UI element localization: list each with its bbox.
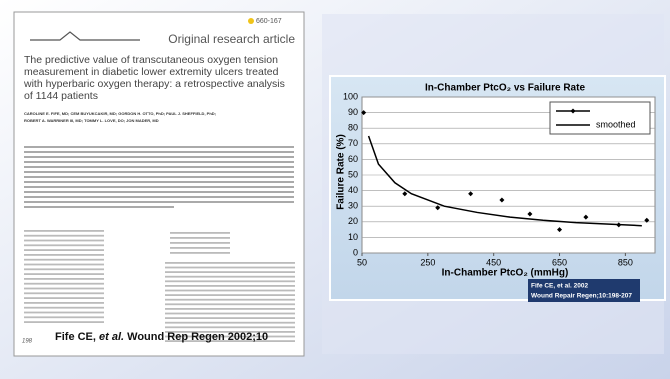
section: Original research article: [168, 32, 295, 46]
text-line: [165, 299, 295, 301]
paper-authors-line: ROBERT A. WARRINER III, MD; TOMMY L. LOV…: [24, 118, 159, 123]
text-line: [24, 316, 104, 318]
text-line: [24, 268, 104, 270]
text-line: [24, 146, 294, 148]
text-line: [24, 151, 294, 153]
paper-title-line: measurement in diabetic lower extremity …: [24, 66, 279, 78]
y-tick-label: 30: [348, 201, 358, 211]
text-line: [24, 230, 104, 232]
y-tick-label: 20: [348, 216, 358, 226]
text-line: [24, 166, 294, 168]
text-line: [24, 259, 104, 261]
page-code: 660-167: [256, 18, 282, 25]
text-line: [24, 196, 294, 198]
text-line: [165, 290, 295, 292]
text-line: [165, 271, 295, 273]
text-line: [165, 313, 295, 315]
text-line: [24, 206, 174, 208]
caption-part: et al.: [99, 331, 124, 343]
text-line: [24, 181, 294, 183]
text-line: [165, 294, 295, 296]
text-line: [170, 252, 230, 254]
text-line: [24, 264, 104, 266]
x-tick-label: 450: [486, 257, 501, 267]
text-line: [24, 176, 294, 178]
text-line: [165, 276, 295, 278]
y-tick-label: 50: [348, 169, 358, 179]
text-line: [165, 317, 295, 319]
text-line: [24, 283, 104, 285]
text-line: [165, 285, 295, 287]
caption-part: Wound Rep Regen 2002;10: [124, 331, 268, 343]
text-line: [24, 273, 104, 275]
text-line: [24, 156, 294, 158]
y-tick-label: 70: [348, 138, 358, 148]
paper-title-line: with hyperbaric oxygen therapy: a retros…: [23, 78, 285, 90]
text-line: [24, 201, 294, 203]
text-line: [24, 297, 104, 299]
x-tick-label: 50: [357, 257, 367, 267]
text-line: [24, 240, 104, 242]
text-line: [24, 171, 294, 173]
text-line: [165, 326, 295, 328]
text-line: [24, 307, 104, 309]
citation: Wound Repair Regen;10:198-207: [531, 293, 632, 300]
chart-title: In-Chamber PtcO₂ vs Failure Rate: [425, 83, 585, 94]
paper-title-line: The predictive value of transcutaneous o…: [24, 54, 278, 66]
text-line: [24, 235, 104, 237]
x-tick-label: 650: [552, 257, 567, 267]
y-tick-label: 40: [348, 185, 358, 195]
x-axis-label: In-Chamber PtcO₂ (mmHg): [442, 268, 569, 279]
x-tick-label: 250: [420, 257, 435, 267]
page-number: 198: [22, 339, 33, 345]
text-line: [24, 161, 294, 163]
text-line: [165, 308, 295, 310]
text-line: [170, 247, 230, 249]
text-line: [165, 280, 295, 282]
text-line: [24, 254, 104, 256]
text-line: [24, 321, 104, 323]
text-line: [24, 288, 104, 290]
paper-title-line: of 1144 patients: [24, 90, 98, 102]
y-axis-label: Failure Rate (%): [336, 134, 347, 210]
legend-label: smoothed: [596, 119, 636, 129]
text-line: [24, 312, 104, 314]
text-line: [24, 186, 294, 188]
text-line: [24, 191, 294, 193]
text-line: [170, 232, 230, 234]
text-line: [165, 262, 295, 264]
citation: Fife CE, et al. 2002: [531, 283, 588, 290]
text-line: [24, 249, 104, 251]
y-tick-label: 90: [348, 107, 358, 117]
caption-part: Fife CE,: [55, 331, 99, 343]
y-tick-label: 0: [353, 247, 358, 257]
y-tick-label: 10: [348, 232, 358, 242]
slide: 660-167 Original research article The pr…: [0, 0, 670, 379]
text-line: [165, 303, 295, 305]
text-line: [170, 237, 230, 239]
text-line: [24, 244, 104, 246]
text-line: [24, 278, 104, 280]
text-line: [170, 242, 230, 244]
y-tick-label: 60: [348, 154, 358, 164]
text-line: [24, 302, 104, 304]
text-line: [24, 292, 104, 294]
paper-authors-line: CAROLINE E. FIFE, MD; CEM BUYUKCAKIR, MD…: [24, 111, 216, 116]
x-tick-label: 850: [618, 257, 633, 267]
y-tick-label: 100: [343, 91, 358, 101]
text-line: [165, 322, 295, 324]
text-line: [165, 267, 295, 269]
caption: Fife CE, et al. Wound Rep Regen 2002;10: [55, 331, 268, 343]
y-tick-label: 80: [348, 123, 358, 133]
paper-dot: [248, 18, 254, 24]
